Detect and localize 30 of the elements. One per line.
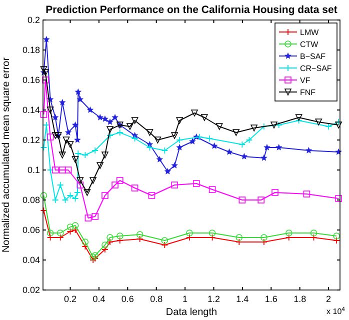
- y-tick-label: 0.2: [27, 15, 40, 25]
- y-tick-label: 0.04: [22, 255, 40, 265]
- y-tick-label: 0.14: [22, 105, 40, 115]
- x-tick-label: 1.6: [264, 294, 278, 304]
- legend-label: FNF: [300, 88, 316, 97]
- x-tick-label: 1.4: [236, 294, 249, 304]
- x-tick-label: 0.6: [121, 294, 134, 304]
- x-tick-label: 0.2: [64, 294, 77, 304]
- legend-label: B−SAF: [300, 52, 326, 61]
- x-axis-title: Data length: [166, 307, 218, 318]
- x-tick-label: 0.8: [150, 294, 163, 304]
- y-tick-label: 0.08: [22, 195, 40, 205]
- y-tick-label: 0.02: [22, 285, 40, 295]
- chart-title: Prediction Performance on the California Housing data set: [46, 4, 338, 16]
- legend-label: VF: [300, 76, 310, 85]
- y-axis-title: Normalized accumulated mean square error: [1, 56, 12, 253]
- y-tick-label: 0.16: [22, 75, 40, 85]
- x-tick-label: 2: [326, 294, 332, 304]
- text: x 10$^{4}$: [326, 306, 346, 316]
- legend-label: CTW: [300, 40, 319, 49]
- legend-label: LMW: [300, 28, 320, 37]
- legend-label: CR−SAF: [300, 64, 332, 73]
- y-tick-label: 0.18: [22, 45, 40, 55]
- x-tick-label: 0.4: [92, 294, 106, 304]
- x-tick-label: 1: [182, 294, 188, 304]
- y-tick-label: 0.12: [22, 135, 40, 145]
- x-tick-label: 1.2: [207, 294, 220, 304]
- y-tick-label: 0.1: [27, 165, 40, 175]
- x-tick-label: 1.8: [294, 294, 306, 304]
- y-tick-label: 0.06: [22, 225, 40, 235]
